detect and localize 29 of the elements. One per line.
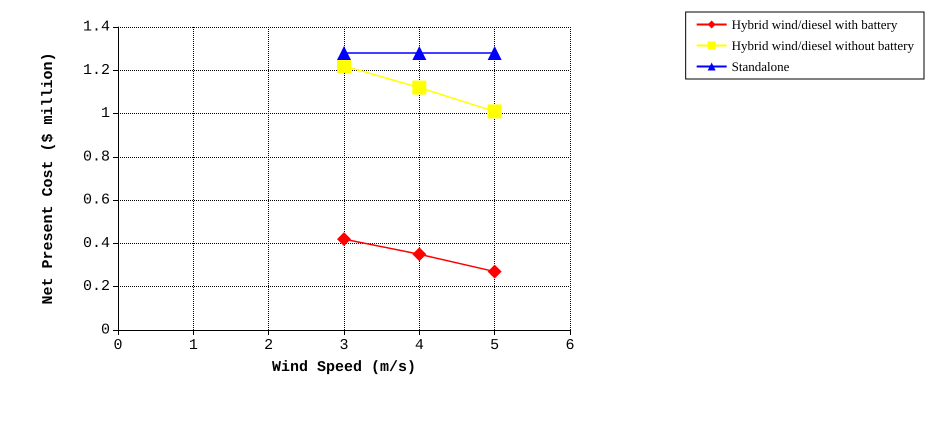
legend-label: Hybrid wind/diesel without battery (732, 38, 914, 53)
x-axis-title: Wind Speed (m/s) (272, 359, 416, 376)
y-axis-title: Net Present Cost ($ million) (40, 52, 57, 305)
y-tick-label: 1.2 (82, 62, 110, 79)
y-tick-label: 0.2 (82, 278, 110, 296)
y-tick-label: 0.4 (82, 234, 110, 252)
point (412, 46, 426, 60)
point (337, 58, 351, 73)
x-tick-label: 5 (490, 337, 500, 354)
y-tick-label: 0 (100, 322, 110, 338)
x-tick-label: 3 (339, 337, 349, 354)
x-tick-label: 4 (414, 337, 424, 354)
x-tick-label: 0 (113, 337, 123, 354)
legend-label: Standalone (732, 59, 790, 74)
point (412, 247, 426, 262)
y-tick-label: 0.6 (82, 192, 110, 209)
x-tick-label: 2 (264, 337, 274, 354)
y-tick-label: 0.8 (82, 148, 110, 166)
x-tick-label: 1 (188, 337, 198, 354)
point (488, 264, 502, 279)
y-tick-label: 1 (100, 105, 110, 122)
point (337, 232, 351, 246)
point (488, 46, 502, 60)
point (337, 46, 351, 60)
legend-label: Hybrid wind/diesel with battery (732, 17, 898, 32)
point (412, 80, 426, 95)
x-tick-label: 6 (565, 337, 575, 354)
y-tick-label: 1.4 (82, 18, 110, 36)
point (488, 104, 502, 118)
